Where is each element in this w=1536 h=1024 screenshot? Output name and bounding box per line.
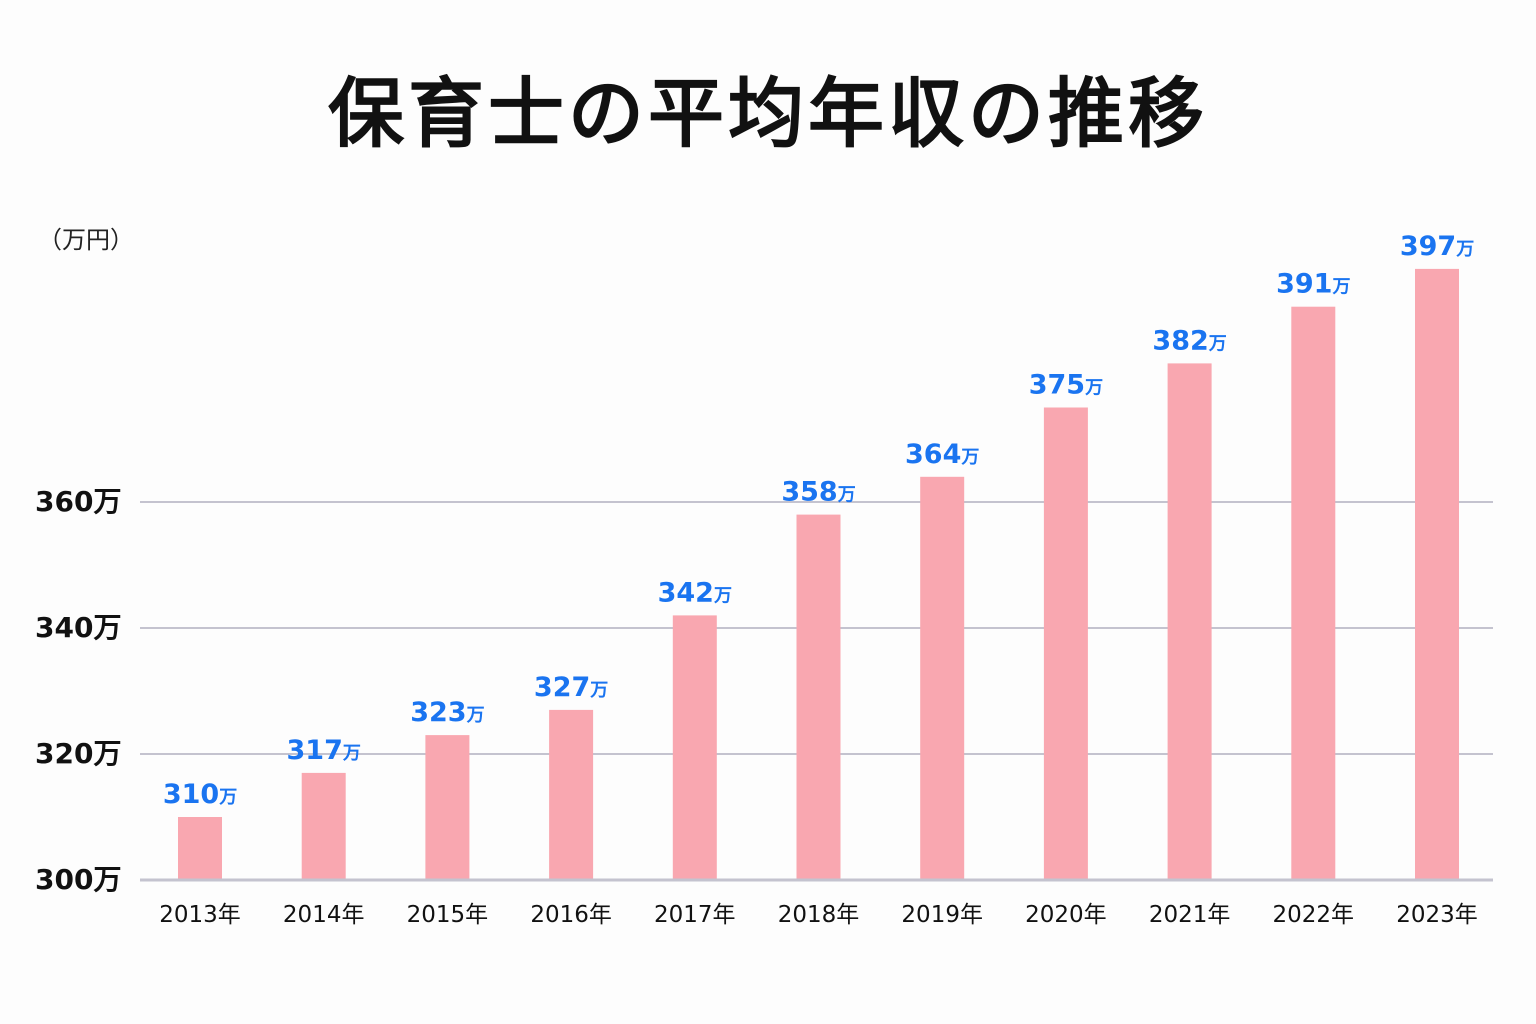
data-label-suffix: 万 [589,680,608,701]
data-label: 323万 [410,697,484,728]
data-label: 310万 [163,779,237,810]
data-label: 342万 [658,577,732,608]
data-label: 327万 [534,672,608,703]
bar [1167,363,1212,879]
data-label-value: 382 [1152,325,1208,356]
data-label-value: 317 [287,735,343,766]
x-tick-label: 2014年 [283,902,365,928]
data-label-value: 397 [1400,231,1456,262]
data-label-value: 342 [658,577,714,608]
data-label-value: 358 [781,477,837,508]
data-label: 397万 [1400,231,1474,262]
y-axis-unit-label: （万円） [38,226,134,254]
data-label: 358万 [781,477,855,508]
data-label-suffix: 万 [342,743,361,764]
data-label-suffix: 万 [960,447,979,468]
bar [1291,306,1336,879]
x-tick-label: 2013年 [159,902,241,928]
bar [920,476,965,879]
data-label-value: 323 [410,697,466,728]
data-label-suffix: 万 [713,585,732,606]
data-label-suffix: 万 [1084,378,1103,399]
data-label-suffix: 万 [1208,333,1227,354]
bar [301,772,346,879]
data-label-value: 364 [905,439,961,470]
data-label: 391万 [1276,269,1350,300]
data-label: 364万 [905,439,979,470]
bar [178,817,222,879]
y-tick-label: 340万 [35,611,121,644]
data-label: 375万 [1029,370,1103,401]
y-tick-label: 360万 [35,485,121,518]
bar [549,709,594,879]
y-tick-label: 300万 [35,863,121,896]
x-tick-label: 2021年 [1149,902,1231,928]
data-label: 382万 [1152,325,1226,356]
data-label: 317万 [287,735,361,766]
x-tick-label: 2018年 [778,902,860,928]
bar [672,615,717,879]
data-label-suffix: 万 [1331,277,1350,298]
data-label-value: 375 [1029,370,1085,401]
data-label-suffix: 万 [218,787,237,808]
x-tick-label: 2022年 [1273,902,1355,928]
bar [796,514,841,879]
x-tick-label: 2023年 [1396,902,1478,928]
x-tick-label: 2015年 [407,902,489,928]
data-label-suffix: 万 [1455,239,1474,260]
x-tick-label: 2016年 [530,902,612,928]
data-label-suffix: 万 [837,485,856,506]
data-label-suffix: 万 [466,705,485,726]
data-label-value: 327 [534,672,590,703]
x-tick-label: 2017年 [654,902,736,928]
x-tick-label: 2019年 [901,902,983,928]
bar [1043,407,1088,879]
bar [1415,268,1459,879]
bar [425,735,470,879]
y-tick-label: 320万 [35,737,121,770]
x-tick-label: 2020年 [1025,902,1107,928]
data-label-value: 391 [1276,269,1332,300]
chart-title: 保育士の平均年収の推移 [328,69,1208,158]
data-label-value: 310 [163,779,219,810]
